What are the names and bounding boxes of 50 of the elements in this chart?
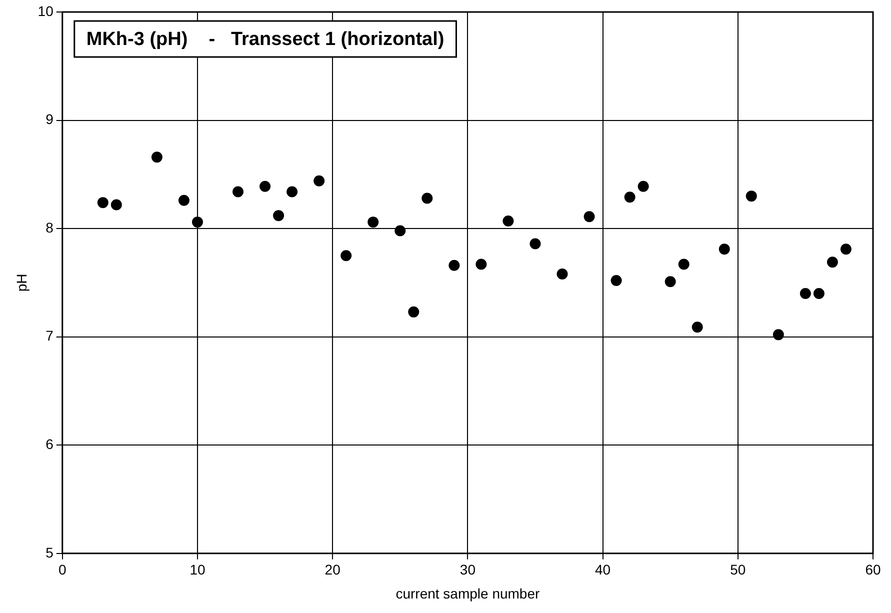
point — [286, 186, 298, 198]
x-tick-label: 50 — [730, 562, 746, 578]
point — [192, 216, 203, 228]
point — [664, 276, 676, 288]
point — [800, 288, 811, 300]
text: MKh-3 (pH) - Transsect 1 (horizontal) — [86, 29, 444, 50]
point — [772, 329, 784, 340]
point — [110, 199, 122, 210]
point — [638, 180, 649, 192]
point — [746, 190, 757, 202]
point — [530, 238, 541, 250]
point — [340, 250, 352, 262]
x-axis-title: current sample number — [396, 585, 540, 602]
point — [813, 288, 824, 300]
point — [314, 175, 325, 186]
point — [678, 258, 690, 270]
point — [394, 225, 406, 236]
point — [273, 210, 284, 222]
point — [826, 256, 838, 268]
y-tick-label: 8 — [46, 219, 54, 236]
x-tick-label: 40 — [595, 562, 611, 578]
point — [151, 152, 162, 163]
x-tick-label: 20 — [324, 562, 341, 578]
y-tick-label: 9 — [46, 111, 54, 128]
x-tick-label: 30 — [460, 562, 476, 578]
point — [556, 268, 568, 280]
point — [260, 180, 271, 192]
point — [718, 244, 730, 255]
y-tick-label: 6 — [46, 436, 54, 452]
x-tick-label: 0 — [58, 562, 66, 578]
point — [422, 192, 433, 204]
point — [502, 215, 514, 226]
point — [232, 186, 244, 198]
y-tick-label: 7 — [46, 328, 54, 344]
point — [368, 216, 379, 228]
x-tick-label: 10 — [190, 562, 206, 578]
y-tick-label: 5 — [46, 544, 54, 560]
point — [624, 192, 636, 203]
point — [408, 306, 420, 318]
point — [610, 275, 622, 286]
point — [476, 258, 487, 270]
y-tick-label: 10 — [38, 2, 54, 19]
x-tick-label: 60 — [865, 562, 881, 578]
point — [584, 211, 595, 222]
point — [692, 322, 703, 333]
point — [840, 244, 852, 255]
point — [97, 197, 108, 208]
point — [178, 194, 190, 206]
y-axis-title: pH — [13, 274, 30, 292]
point — [448, 260, 460, 271]
